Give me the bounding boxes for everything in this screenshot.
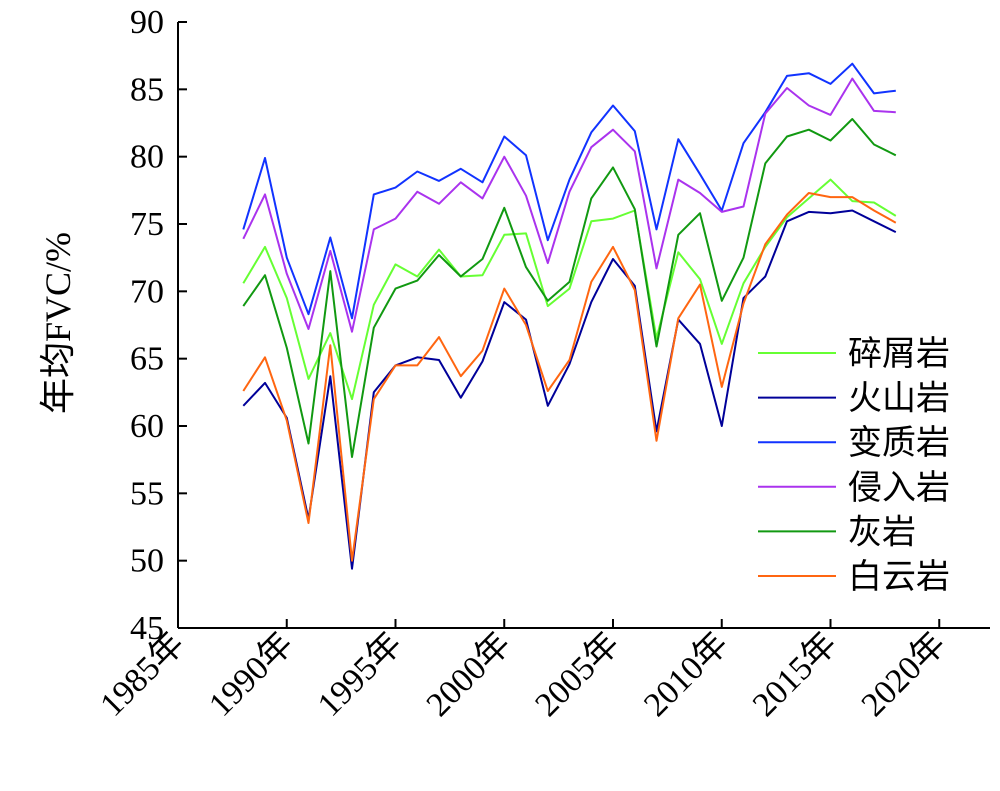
y-tick-label: 75 [130,206,164,243]
x-tick-label: 2015年 [745,625,844,724]
y-tick-label: 85 [130,71,164,108]
series-line-1 [242,178,897,401]
x-tick-label: 2020年 [854,625,953,724]
y-tick-label: 70 [130,273,164,310]
series-line-3 [242,62,896,320]
legend-label: 变质岩 [848,424,950,462]
y-tick-label: 60 [130,408,164,445]
x-tick-label: 1990年 [201,625,300,724]
y-tick-label: 55 [130,475,164,512]
series-line-4 [242,77,896,333]
y-tick-label: 45 [130,610,164,647]
y-tick-label: 50 [130,543,164,580]
y-tick-label: 90 [130,4,164,41]
series-lines [242,62,897,570]
y-axis-title: 年均FVC/% [38,232,78,414]
y-tick-label: 80 [130,139,164,176]
series-line-6 [242,192,897,562]
y-tick-label: 65 [130,341,164,378]
y-ticks: 45 50 55 60 65 70 75 80 85 90 [130,4,187,647]
x-tick-label: 2005年 [528,625,627,724]
series-line-2 [242,209,897,570]
x-tick-label: 2010年 [636,625,735,724]
x-ticks: 1985年 1990年 1995年 2000年 2005年 2010年 2015年 2020年 [93,619,953,724]
x-tick-label: 2000年 [419,625,518,724]
x-tick-label: 1995年 [310,625,409,724]
legend-label: 碎屑岩 [848,335,950,373]
legend-label: 侵入岩 [848,469,950,507]
legend-label: 白云岩 [848,558,950,596]
legend-label: 灰岩 [848,513,916,551]
legend-label: 火山岩 [848,380,950,418]
series-line-5 [242,118,897,458]
